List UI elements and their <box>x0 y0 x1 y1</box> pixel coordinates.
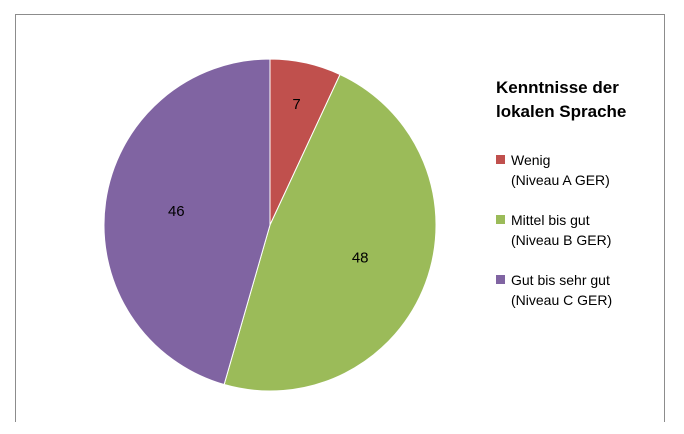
legend-label-mittel: Mittel bis gut (Niveau B GER) <box>511 212 612 248</box>
legend-label-wenig: Wenig (Niveau A GER) <box>511 152 610 188</box>
data-label-mittel: 48 <box>352 250 369 267</box>
pie-slice-gut <box>103 58 271 386</box>
legend: Kenntnisse der lokalen Sprache Wenig (Ni… <box>496 76 666 330</box>
legend-item-wenig: Wenig (Niveau A GER) <box>496 150 666 190</box>
legend-label-gut: Gut bis sehr gut (Niveau C GER) <box>511 272 613 308</box>
pie-slice-mittel <box>223 73 437 392</box>
data-label-wenig: 7 <box>292 96 300 113</box>
legend-title: Kenntnisse der lokalen Sprache <box>496 78 627 121</box>
data-label-gut: 46 <box>168 203 185 220</box>
legend-swatch-gut <box>496 275 505 284</box>
legend-item-mittel: Mittel bis gut (Niveau B GER) <box>496 210 666 250</box>
legend-swatch-mittel <box>496 215 505 224</box>
legend-swatch-wenig <box>496 155 505 164</box>
legend-item-gut: Gut bis sehr gut (Niveau C GER) <box>496 270 666 310</box>
